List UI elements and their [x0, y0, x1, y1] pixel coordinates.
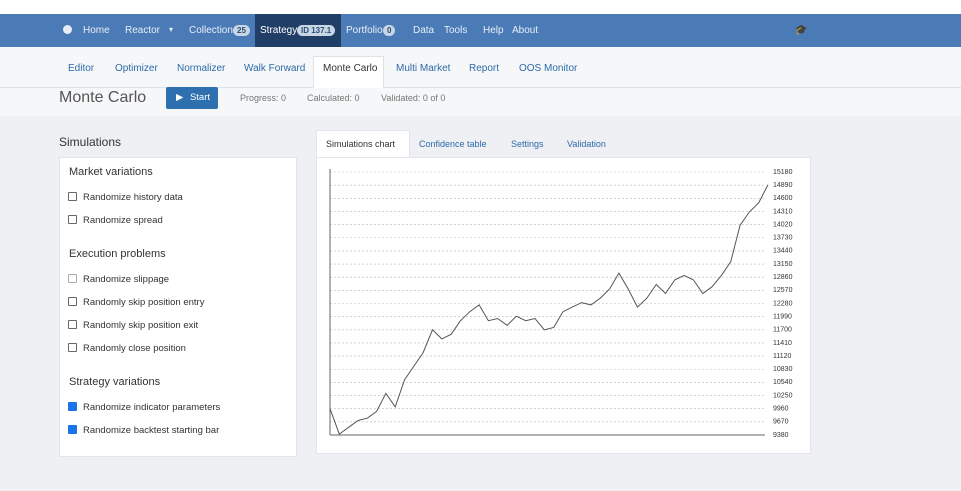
y-tick-label: 13730 [773, 235, 793, 242]
y-tick-label: 10540 [773, 379, 793, 386]
navbar: Home Reactor ▾ Collection 25 Strategy ID… [0, 14, 961, 47]
option-label: Randomly skip position entry [83, 297, 205, 308]
nav-badge: 25 [233, 25, 250, 36]
checkbox[interactable] [68, 297, 77, 306]
option[interactable]: Randomly skip position exit [68, 320, 198, 331]
y-tick-label: 10250 [773, 392, 793, 399]
checkbox[interactable] [68, 425, 77, 434]
subnav-item[interactable]: Monte Carlo [323, 63, 378, 74]
checkbox[interactable] [68, 215, 77, 224]
y-tick-label: 9380 [773, 432, 789, 439]
home-icon [63, 25, 72, 34]
option-label: Randomize backtest starting bar [83, 425, 220, 436]
nav-badge: ID 137.1 [297, 25, 336, 36]
y-tick-label: 9960 [773, 406, 789, 413]
group-title: Market variations [69, 166, 153, 178]
calculated: Calculated: 0 [307, 93, 360, 103]
y-tick-label: 13150 [773, 261, 793, 268]
subnav-item[interactable]: Editor [68, 63, 95, 74]
nav-item[interactable]: Help [483, 25, 504, 36]
y-tick-label: 12570 [773, 287, 793, 294]
options-panel [59, 157, 297, 457]
subnav-item[interactable]: OOS Monitor [519, 63, 578, 74]
option-label: Randomize slippage [83, 274, 170, 285]
simulation-line [329, 184, 769, 435]
nav-item[interactable]: Home [83, 25, 110, 36]
checkbox[interactable] [68, 274, 77, 283]
option[interactable]: Randomize backtest starting bar [68, 425, 219, 436]
y-tick-label: 14890 [773, 182, 793, 189]
dropdown-caret[interactable]: ▾ [169, 25, 174, 34]
subnav: Editor Optimizer Normalizer Walk Forward… [0, 47, 961, 89]
nav-badge: 0 [383, 25, 396, 36]
checkbox[interactable] [68, 192, 77, 201]
tab[interactable]: Settings [511, 139, 544, 149]
y-tick-label: 14020 [773, 221, 793, 228]
y-tick-label: 12280 [773, 300, 793, 307]
y-tick-label: 11990 [773, 313, 792, 320]
checkbox[interactable] [68, 402, 77, 411]
option[interactable]: Randomize history data [68, 192, 183, 203]
y-tick-label: 11410 [773, 340, 792, 347]
nav-item[interactable]: Tools [444, 25, 468, 36]
nav-item[interactable]: Reactor [125, 25, 161, 36]
start-label: Start [189, 92, 211, 103]
subnav-item[interactable]: Normalizer [177, 63, 226, 74]
y-tick-label: 14600 [773, 195, 793, 202]
option[interactable]: Randomize spread [68, 215, 163, 226]
section-title: Simulations [59, 135, 122, 149]
option-label: Randomize indicator parameters [83, 402, 221, 413]
group-title: Strategy variations [69, 376, 161, 388]
y-tick-label: 11700 [773, 327, 792, 334]
validated: Validated: 0 of 0 [381, 93, 446, 103]
option-label: Randomize spread [83, 215, 163, 226]
subnav-item[interactable]: Optimizer [115, 63, 158, 74]
y-tick-label: 9670 [773, 419, 789, 426]
group-title: Execution problems [69, 248, 166, 260]
option[interactable]: Randomize indicator parameters [68, 402, 220, 413]
subnav-item[interactable]: Multi Market [396, 63, 451, 74]
top-strip [0, 0, 961, 14]
option[interactable]: Randomize slippage [68, 274, 169, 285]
checkbox[interactable] [68, 343, 77, 352]
checkbox[interactable] [68, 320, 77, 329]
nav-item[interactable]: Data [413, 25, 435, 36]
progress: Progress: 0 [240, 93, 287, 103]
header-bar [0, 88, 961, 116]
nav-item[interactable]: Strategy [260, 25, 298, 36]
option-label: Randomly close position [83, 343, 186, 354]
y-tick-label: 15180 [773, 169, 793, 176]
nav-item[interactable]: Collection [189, 25, 233, 36]
subnav-item[interactable]: Walk Forward [244, 63, 306, 74]
tab[interactable]: Validation [567, 139, 606, 149]
chart: 15180 14890 14600 14310 14020 13730 13440 13150… [329, 169, 793, 439]
y-tick-label: 10830 [773, 366, 793, 373]
nav-item[interactable]: About [512, 25, 539, 36]
chart-panel [316, 157, 811, 454]
option-label: Randomly skip position exit [83, 320, 199, 331]
y-tick-label: 14310 [773, 208, 793, 215]
y-tick-label: 11120 [773, 353, 792, 360]
page-title: Monte Carlo [59, 89, 147, 106]
start-button[interactable]: ▶ Start [166, 87, 218, 109]
nav-item[interactable]: Portfolio [346, 25, 383, 36]
option[interactable]: Randomly close position [68, 343, 186, 354]
tab[interactable]: Simulations chart [326, 139, 396, 149]
active-tab-bg [316, 130, 410, 158]
tab[interactable]: Confidence table [419, 139, 487, 149]
y-tick-label: 12860 [773, 274, 793, 281]
option-label: Randomize history data [83, 192, 183, 203]
option[interactable]: Randomly skip position entry [68, 297, 204, 308]
y-tick-label: 13440 [773, 248, 793, 255]
active-subnav-bg [313, 56, 384, 89]
subnav-item[interactable]: Report [469, 63, 500, 74]
grad-icon[interactable]: 🎓 [795, 25, 808, 36]
